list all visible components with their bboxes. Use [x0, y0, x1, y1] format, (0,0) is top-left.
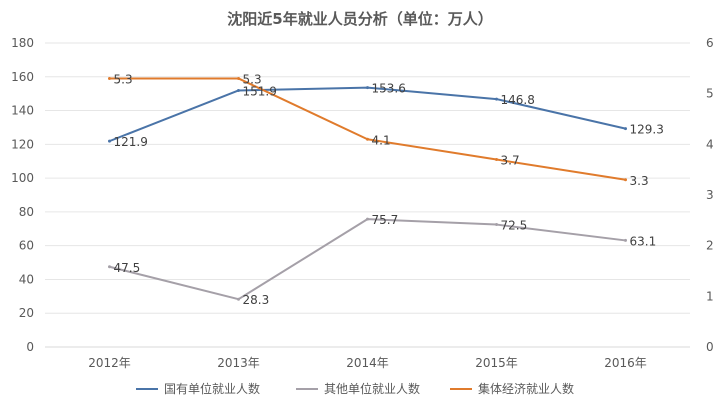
data-label: 47.5: [114, 261, 141, 275]
y-right-tick-label: 2: [706, 239, 714, 253]
x-tick-label: 2016年: [604, 356, 647, 370]
y-left-tick-label: 0: [26, 340, 34, 354]
data-label: 146.8: [501, 93, 535, 107]
data-point: [495, 223, 498, 227]
x-tick-label: 2013年: [217, 356, 260, 370]
data-labels: 121.9 151.9 153.6 146.8 129.3 47.5 28.3 75.7 72.…: [114, 72, 664, 307]
data-label: 129.3: [630, 123, 664, 137]
chart-title: 沈阳近5年就业人员分析（单位：万人）: [227, 10, 492, 28]
y-right-tick-label: 1: [706, 289, 714, 303]
data-point: [108, 265, 111, 269]
gridlines: [45, 42, 690, 348]
data-label: 4.1: [372, 133, 391, 147]
data-point: [237, 88, 240, 92]
series-line-3: [109, 77, 626, 181]
data-point: [108, 76, 111, 80]
y-left-tick-label: 160: [11, 70, 34, 84]
data-point: [624, 178, 627, 182]
y-left-tick-label: 140: [11, 104, 34, 118]
data-point: [108, 139, 111, 143]
data-label: 5.3: [114, 72, 133, 86]
y-left-tick-label: 60: [19, 239, 34, 253]
series-lines: [108, 76, 627, 301]
y-left-tick-label: 20: [19, 306, 34, 320]
data-point: [237, 76, 240, 80]
y-right-tick-label: 5: [706, 87, 714, 101]
data-point: [366, 137, 369, 141]
legend-entry: 集体经济就业人数: [478, 381, 574, 396]
x-axis: 2012年 2013年 2014年 2015年 2016年: [88, 356, 647, 370]
y-right-tick-label: 6: [706, 36, 714, 50]
series-line-2: [109, 218, 626, 301]
legend-entry: 国有单位就业人数: [164, 381, 260, 396]
data-point: [366, 217, 369, 221]
data-label: 72.5: [501, 219, 528, 233]
right-y-axis: 0 1 2 3 4 5 6: [706, 36, 714, 354]
x-tick-label: 2014年: [346, 356, 389, 370]
data-label: 3.7: [501, 154, 520, 168]
data-label: 151.9: [243, 84, 277, 98]
y-left-tick-label: 100: [11, 171, 34, 185]
left-y-axis: 0 20 40 60 80 100 120 140 160 180: [11, 36, 34, 354]
y-left-tick-label: 180: [11, 36, 34, 50]
y-right-tick-label: 3: [706, 188, 714, 202]
data-point: [366, 86, 369, 90]
legend: 国有单位就业人数 其他单位就业人数 集体经济就业人数: [136, 381, 574, 396]
data-label: 75.7: [372, 213, 399, 227]
data-point: [624, 238, 627, 242]
series-line-1: [109, 86, 626, 143]
y-left-tick-label: 40: [19, 272, 34, 286]
y-right-tick-label: 4: [706, 137, 714, 151]
x-tick-label: 2015年: [475, 356, 518, 370]
x-tick-label: 2012年: [88, 356, 131, 370]
data-label: 63.1: [630, 234, 657, 248]
data-point: [624, 127, 627, 131]
data-point: [495, 158, 498, 162]
data-label: 5.3: [243, 72, 262, 86]
y-left-tick-label: 80: [19, 205, 34, 219]
y-right-tick-label: 0: [706, 340, 714, 354]
data-point: [495, 97, 498, 101]
data-label: 153.6: [372, 82, 406, 96]
data-point: [237, 297, 240, 301]
legend-entry: 其他单位就业人数: [324, 381, 420, 396]
data-label: 3.3: [630, 174, 649, 188]
data-label: 28.3: [243, 293, 270, 307]
y-left-tick-label: 120: [11, 137, 34, 151]
data-label: 121.9: [114, 135, 148, 149]
